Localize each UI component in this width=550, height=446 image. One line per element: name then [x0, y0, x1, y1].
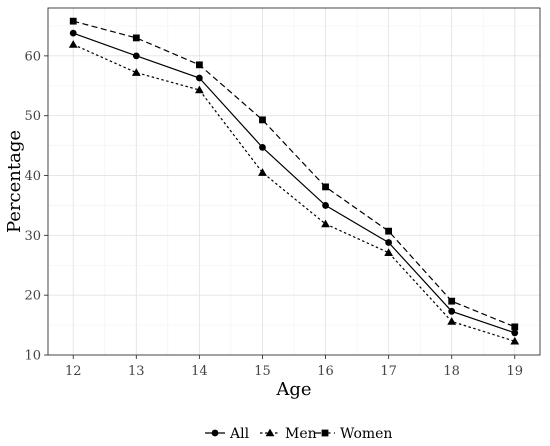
data-point-men	[321, 219, 330, 228]
data-point-men	[194, 85, 204, 94]
y-tick-label: 60	[24, 49, 41, 64]
series-layer	[68, 17, 520, 345]
legend: All Men Women	[205, 426, 392, 442]
data-point-all	[195, 74, 203, 82]
data-point-women	[259, 116, 266, 124]
data-point-men	[68, 40, 78, 48]
series-all	[69, 29, 519, 337]
legend-marker-women	[321, 429, 329, 437]
data-point-women	[322, 183, 329, 191]
data-point-all	[322, 202, 329, 209]
y-axis: 10 20 30 40 50 60	[24, 49, 48, 364]
data-point-men	[258, 168, 267, 176]
data-point-women	[132, 34, 140, 42]
y-tick-label: 40	[24, 169, 41, 184]
legend-label-men: Men	[285, 426, 317, 442]
x-tick-label: 13	[128, 364, 145, 379]
legend-marker-all	[211, 429, 219, 437]
legend-item-all: All	[205, 426, 250, 442]
data-point-women	[195, 61, 203, 69]
data-point-all	[385, 239, 393, 246]
y-tick-label: 50	[24, 109, 41, 124]
x-tick-label: 12	[65, 364, 82, 379]
data-point-women	[511, 323, 519, 331]
data-point-men	[131, 68, 141, 76]
data-point-women	[448, 297, 456, 305]
x-tick-label: 17	[380, 364, 397, 379]
data-point-all	[511, 329, 519, 337]
x-tick-label: 14	[191, 364, 208, 379]
legend-marker-men	[265, 428, 275, 437]
data-point-men	[447, 317, 457, 325]
legend-item-women: Women	[315, 426, 392, 442]
grid	[48, 8, 540, 356]
y-axis-title: Percentage	[4, 130, 25, 233]
x-axis: 12 13 14 15 16 17 18 19	[65, 355, 523, 379]
legend-label-all: All	[229, 426, 250, 442]
series-line-women	[73, 20, 515, 328]
x-tick-label: 18	[443, 364, 460, 379]
x-axis-title: Age	[275, 379, 311, 400]
x-tick-label: 15	[254, 364, 271, 379]
data-point-women	[69, 17, 77, 25]
series-line-all	[73, 32, 515, 334]
y-tick-label: 20	[24, 289, 41, 304]
data-point-all	[448, 307, 456, 315]
y-tick-label: 10	[24, 349, 41, 364]
series-line-men	[72, 43, 515, 342]
y-tick-label: 30	[24, 229, 41, 244]
panel-border	[47, 7, 541, 356]
data-point-all	[69, 29, 77, 37]
data-point-men	[510, 336, 520, 345]
data-point-all	[132, 52, 140, 60]
legend-label-women: Women	[340, 426, 392, 442]
series-women	[69, 17, 519, 331]
data-point-all	[259, 143, 266, 151]
x-tick-label: 19	[506, 364, 523, 379]
data-point-women	[385, 227, 393, 235]
data-point-men	[384, 248, 394, 256]
x-tick-label: 16	[317, 364, 334, 379]
series-men	[68, 40, 520, 345]
legend-item-men: Men	[260, 426, 317, 442]
